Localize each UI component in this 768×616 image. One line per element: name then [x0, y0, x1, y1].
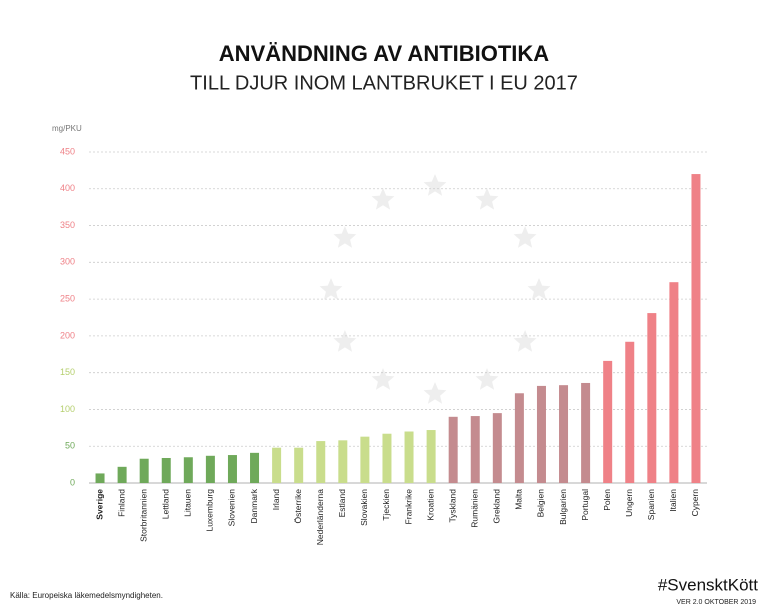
bar: [205, 455, 215, 483]
y-tick-label: 300: [60, 257, 75, 267]
y-tick-label: 250: [60, 293, 75, 303]
bar: [316, 441, 326, 483]
x-tick-label: Danmark: [249, 488, 259, 523]
star: [319, 278, 343, 300]
y-tick-label: 0: [70, 477, 75, 487]
bar: [647, 313, 657, 483]
x-tick-label: Sverige: [94, 489, 104, 520]
star: [371, 187, 395, 210]
star: [475, 187, 499, 210]
x-tick-label: Österrike: [293, 489, 303, 524]
star: [513, 226, 537, 248]
bar: [448, 416, 458, 483]
star: [423, 382, 447, 404]
x-tick-label: Rumänien: [470, 489, 480, 528]
bar: [470, 416, 480, 483]
x-tick-label: Ungern: [624, 489, 634, 517]
source: Källa: Europeiska läkemedelsmyndigheten.: [10, 591, 163, 600]
bar: [559, 385, 569, 483]
x-tick-label: Tjeckien: [381, 489, 391, 521]
x-tick-label: Estland: [337, 489, 347, 518]
x-tick-label: Storbritannien: [138, 489, 148, 542]
x-tick-label: Portugal: [580, 489, 590, 521]
y-tick-label: 350: [60, 220, 75, 230]
x-tick-label: Tyskland: [447, 489, 457, 523]
y-axis-label: mg/PKU: [52, 124, 82, 133]
bar: [338, 440, 348, 483]
star: [527, 278, 551, 300]
bar: [691, 174, 701, 484]
bar: [514, 393, 524, 483]
bar: [139, 458, 149, 483]
x-tick-label: Spanien: [646, 489, 656, 520]
decoration: [319, 174, 551, 404]
chart-subtitle: TILL DJUR INOM LANTBRUKET I EU 2017: [190, 72, 578, 94]
bar: [603, 360, 613, 483]
bar: [404, 431, 414, 483]
bar: [161, 457, 171, 483]
x-tick-label: Lettland: [161, 489, 171, 520]
bar: [426, 430, 436, 483]
bar: [360, 436, 370, 483]
chart-title: ANVÄNDNING AV ANTIBIOTIKA: [219, 41, 550, 66]
bar: [250, 452, 260, 483]
x-tick-label: Belgien: [536, 489, 546, 518]
bar: [294, 447, 304, 483]
x-tick-label: Malta: [514, 489, 524, 510]
x-tick-label: Frankrike: [403, 489, 413, 525]
x-tick-label: Irland: [271, 489, 281, 511]
bar: [669, 282, 679, 483]
y-tick-label: 50: [65, 441, 75, 451]
x-tick-label: Finland: [116, 489, 126, 517]
bar: [492, 413, 502, 483]
x-tick-label: Slovenien: [227, 489, 237, 527]
x-tick-label: Nederländerna: [315, 489, 325, 546]
star: [333, 226, 357, 248]
x-tick-label: Bulgarien: [558, 489, 568, 525]
x-tick-label: Italien: [668, 489, 678, 512]
x-tick-label: Grekland: [492, 489, 502, 524]
star: [371, 368, 395, 390]
x-tick-label: Cypern: [690, 489, 700, 517]
bar: [117, 466, 127, 483]
x-tick-label: Polen: [602, 489, 612, 511]
x-tick-label: Kroatien: [425, 489, 435, 521]
y-tick-label: 450: [60, 146, 75, 156]
bar: [227, 455, 237, 483]
version: VER 2.0 OKTOBER 2019: [676, 599, 756, 606]
bar: [581, 382, 591, 483]
y-tick-label: 400: [60, 183, 75, 193]
x-tick-label: Litauen: [183, 489, 193, 517]
bar: [382, 433, 392, 483]
bar: [95, 473, 105, 483]
x-tick-label: Luxemburg: [205, 489, 215, 532]
bar: [625, 341, 635, 483]
star: [475, 368, 499, 390]
bar: [183, 457, 193, 483]
y-tick-label: 150: [60, 367, 75, 377]
x-tick-label: Slovakien: [359, 489, 369, 526]
bar: [536, 385, 546, 483]
y-tick-label: 200: [60, 330, 75, 340]
y-tick-label: 100: [60, 404, 75, 414]
star: [513, 330, 537, 352]
brand: #SvensktKött: [658, 575, 758, 594]
star: [423, 174, 447, 196]
star: [333, 330, 357, 352]
bar: [272, 447, 282, 483]
